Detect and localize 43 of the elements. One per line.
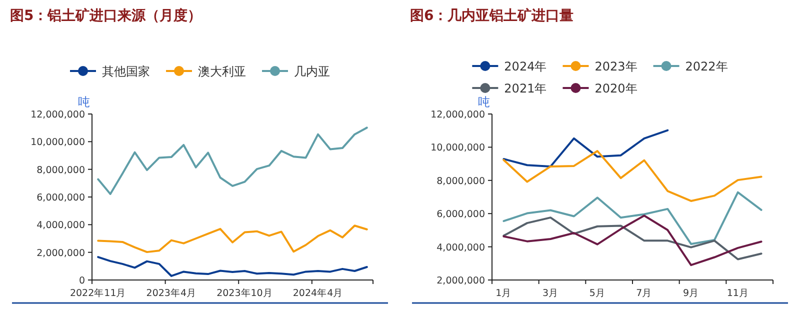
y-tick-label: 12,000,000 (30, 110, 85, 120)
x-tick-label: 11月 (726, 288, 749, 299)
x-tick-label: 3月 (542, 288, 559, 299)
line-series (97, 256, 368, 277)
line-series (502, 216, 762, 260)
legend-label: 2022年 (685, 60, 728, 74)
x-tick-label: 2024年4月 (292, 287, 344, 299)
line-series (502, 129, 669, 168)
x-tick-label: 1月 (496, 288, 512, 299)
legend-label: 几内亚 (294, 64, 330, 78)
y-tick-label: 6,000,000 (436, 209, 485, 220)
x-tick-label: 2022年11月 (70, 287, 126, 299)
line-series (502, 150, 762, 202)
line-series (502, 214, 762, 266)
y-axis-title: 吨 (78, 95, 90, 109)
chart-title: 图5：铝土矿进口来源（月度） (10, 7, 202, 24)
legend-label: 2021年 (504, 82, 547, 96)
legend-label: 2023年 (594, 60, 638, 74)
line-series (97, 224, 368, 254)
y-tick-label: 6,000,000 (36, 192, 85, 204)
y-tick-label: 2,000,000 (436, 276, 485, 286)
y-tick-label: 10,000,000 (30, 137, 85, 148)
x-tick-label: 5月 (589, 288, 606, 299)
legend-label: 2020年 (594, 82, 638, 96)
legend-label: 其他国家 (102, 64, 150, 78)
line-series (502, 191, 762, 245)
y-axis-title: 吨 (478, 95, 490, 109)
y-tick-label: 8,000,000 (36, 164, 85, 176)
y-tick-label: 10,000,000 (430, 142, 485, 154)
y-tick-label: 4,000,000 (436, 242, 485, 254)
legend-label: 2024年 (504, 60, 547, 74)
x-tick-label: 9月 (683, 288, 700, 299)
legend-label: 澳大利亚 (198, 64, 246, 78)
chart-title: 图6：几内亚铝土矿进口量 (410, 7, 574, 24)
x-tick-label: 7月 (636, 288, 652, 299)
x-tick-label: 2023年10月 (216, 287, 273, 299)
y-tick-label: 0 (78, 276, 85, 286)
y-tick-label: 8,000,000 (436, 176, 485, 187)
y-tick-label: 12,000,000 (430, 110, 485, 120)
y-tick-label: 4,000,000 (36, 220, 85, 232)
x-tick-label: 2023年4月 (146, 287, 197, 299)
line-series (97, 126, 368, 195)
y-tick-label: 2,000,000 (36, 248, 85, 259)
